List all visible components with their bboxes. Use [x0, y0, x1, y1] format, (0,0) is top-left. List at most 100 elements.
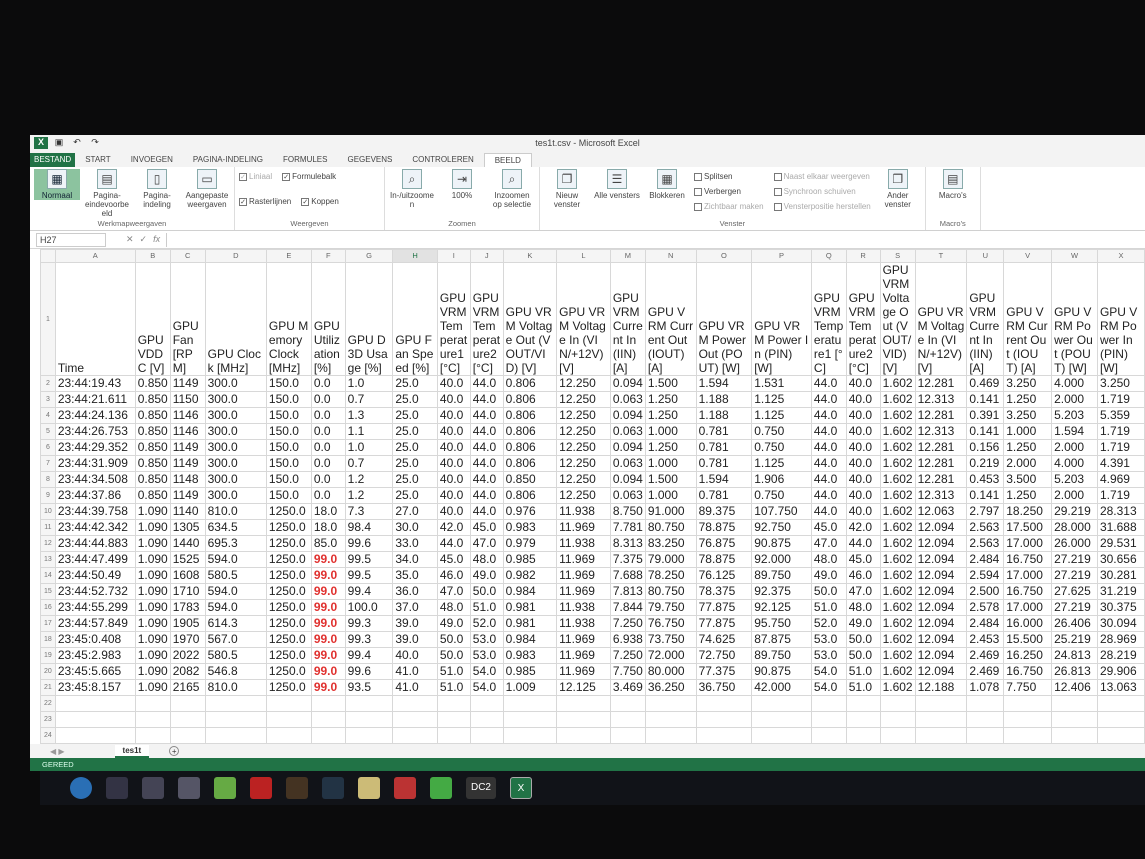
arrange-all-button[interactable]: ☰ Alle vensters	[594, 169, 640, 200]
cell[interactable]	[695, 695, 753, 712]
cell[interactable]: 12.094	[914, 631, 968, 648]
cell[interactable]: 99.4	[344, 647, 394, 664]
cell[interactable]	[879, 711, 916, 728]
name-box[interactable]: H27	[36, 232, 106, 247]
cell[interactable]: 0.850	[134, 487, 171, 504]
page-break-preview-button[interactable]: ▤ Pagina-eindevoorbeeld	[84, 169, 130, 218]
cell[interactable]: 11.969	[556, 567, 611, 584]
cell[interactable]: 0.063	[609, 487, 646, 504]
cell[interactable]: 0.094	[609, 407, 646, 424]
tab-bestand[interactable]: BESTAND	[30, 153, 76, 167]
cell[interactable]: 40.0	[436, 375, 471, 392]
cell[interactable]: 1.602	[879, 567, 916, 584]
cell[interactable]: 49.0	[810, 567, 847, 584]
cell[interactable]: 42.0	[845, 519, 881, 536]
cell[interactable]: 1.602	[879, 647, 916, 664]
cell[interactable]: 0.750	[751, 487, 812, 504]
cell[interactable]: 11.969	[556, 647, 611, 664]
cell[interactable]: 1.090	[134, 615, 171, 632]
cell[interactable]	[556, 727, 611, 744]
cell[interactable]: 0.850	[134, 455, 171, 472]
cell[interactable]	[914, 727, 968, 744]
cell[interactable]: 36.250	[644, 679, 697, 696]
cell[interactable]: 5.359	[1096, 407, 1145, 424]
cell[interactable]: 1.602	[879, 487, 916, 504]
cell[interactable]	[502, 695, 558, 712]
cell[interactable]: 300.0	[204, 439, 267, 456]
cell[interactable]: 0.806	[502, 455, 558, 472]
cell[interactable]: 11.938	[556, 615, 611, 632]
cell[interactable]: 150.0	[265, 375, 312, 392]
cell[interactable]: 23:44:52.732	[54, 583, 136, 600]
cell[interactable]: 1.602	[879, 455, 916, 472]
cell[interactable]: 1150	[169, 391, 206, 408]
cell[interactable]	[169, 711, 206, 728]
cell[interactable]	[392, 727, 438, 744]
cell[interactable]	[845, 695, 881, 712]
sync-scroll-button[interactable]: Synchroon schuiven	[773, 187, 871, 196]
row-header[interactable]: 15	[40, 583, 56, 600]
satellite-icon[interactable]	[142, 777, 164, 799]
cell[interactable]: 2.469	[966, 663, 1005, 680]
cell[interactable]: 0.141	[966, 423, 1005, 440]
cell[interactable]: 7.813	[609, 583, 646, 600]
cell[interactable]: 24.813	[1051, 647, 1098, 664]
cell[interactable]: 1.090	[134, 535, 171, 552]
cell[interactable]: 1250.0	[265, 519, 312, 536]
cell[interactable]: 0.982	[502, 567, 558, 584]
cell[interactable]: 300.0	[204, 375, 267, 392]
cell[interactable]: 99.0	[310, 615, 346, 632]
zoom-selection-button[interactable]: ⌕ Inzoomen op selectie	[489, 169, 535, 209]
column-header-P[interactable]: P	[751, 249, 812, 263]
cell[interactable]: 3.250	[1003, 407, 1053, 424]
cell[interactable]: 23:44:19.43	[54, 375, 136, 392]
cancel-icon[interactable]: ✕	[126, 234, 134, 244]
cell[interactable]: 12.250	[556, 423, 611, 440]
cell[interactable]	[695, 711, 753, 728]
column-header-U[interactable]: U	[966, 249, 1005, 263]
cell[interactable]: 17.000	[1003, 599, 1053, 616]
header-cell[interactable]: GPU VRM Power Out (POUT) [W]	[1051, 262, 1098, 376]
cell[interactable]: 79.750	[644, 599, 697, 616]
cell[interactable]: 23:44:57.849	[54, 615, 136, 632]
cell[interactable]: 0.094	[609, 471, 646, 488]
cell[interactable]	[810, 695, 847, 712]
cell[interactable]	[845, 711, 881, 728]
dc2-icon[interactable]: DC2	[466, 777, 496, 799]
cell[interactable]: 73.750	[644, 631, 697, 648]
cell[interactable]: 18.250	[1003, 503, 1053, 520]
cell[interactable]: 1.602	[879, 423, 916, 440]
cell[interactable]	[392, 695, 438, 712]
cell[interactable]: 1.1	[344, 423, 394, 440]
cell[interactable]	[502, 727, 558, 744]
cell[interactable]: 16.750	[1003, 663, 1053, 680]
cell[interactable]: 74.625	[695, 631, 753, 648]
cell[interactable]: 810.0	[204, 679, 267, 696]
cell[interactable]: 40.0	[845, 375, 881, 392]
cell[interactable]: 2.453	[966, 631, 1005, 648]
cell[interactable]: 1305	[169, 519, 206, 536]
cell[interactable]	[1003, 727, 1053, 744]
cell[interactable]: 614.3	[204, 615, 267, 632]
cell[interactable]: 45.0	[436, 551, 471, 568]
cell[interactable]: 3.469	[609, 679, 646, 696]
cell[interactable]: 2.500	[966, 583, 1005, 600]
cell[interactable]: 41.0	[392, 663, 438, 680]
cell[interactable]: 1146	[169, 407, 206, 424]
tab-start[interactable]: START	[85, 155, 111, 164]
cell[interactable]	[751, 695, 812, 712]
formula-bar-checkbox[interactable]: ✓ Formulebalk	[282, 172, 337, 181]
header-cell[interactable]: GPU VRM Current In (IIN) [A]	[609, 262, 646, 376]
cell[interactable]: 39.0	[392, 631, 438, 648]
cell[interactable]: 47.0	[810, 535, 847, 552]
cell[interactable]: 0.469	[966, 375, 1005, 392]
cell[interactable]: 0.981	[502, 599, 558, 616]
cell[interactable]: 44.0	[469, 375, 504, 392]
cell[interactable]: 300.0	[204, 407, 267, 424]
cell[interactable]: 1250.0	[265, 663, 312, 680]
cell[interactable]: 25.0	[392, 487, 438, 504]
cell[interactable]: 0.0	[310, 423, 346, 440]
cell[interactable]: 0.850	[134, 423, 171, 440]
cell[interactable]: 0.0	[310, 471, 346, 488]
column-header-A[interactable]: A	[54, 249, 136, 263]
